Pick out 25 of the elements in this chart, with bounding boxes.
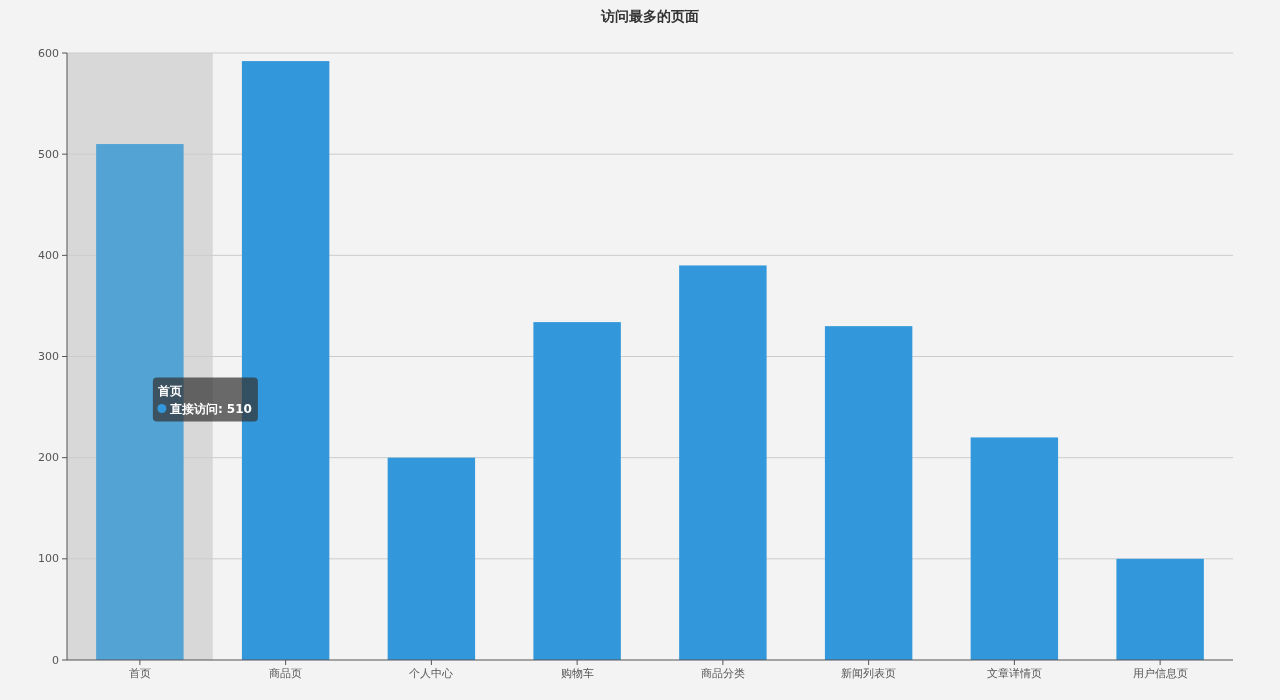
chart-title: 访问最多的页面 [600, 8, 699, 24]
bar [1116, 558, 1204, 660]
x-tick-label: 新闻列表页 [841, 666, 897, 680]
y-tick-label: 300 [38, 350, 59, 363]
annotation: 首页 [156, 383, 182, 398]
x-tick-label: 购物车 [560, 666, 594, 680]
bar [824, 326, 913, 660]
bar [533, 322, 621, 660]
y-tick-label: 100 [38, 552, 59, 566]
x-tick-label: 首页 [128, 666, 151, 680]
x-tick-label: 用户信息页 [1132, 666, 1188, 680]
annotation: 直接访问: 510 [168, 401, 252, 416]
bar [387, 457, 476, 660]
bar [679, 265, 767, 660]
tooltip: 首页 直接访问: 510 [152, 377, 258, 422]
x-tick-label: 文章详情页 [986, 666, 1042, 680]
x-tick-label: 商品页 [269, 666, 303, 680]
y-tick-label: 600 [38, 46, 59, 60]
bar [970, 437, 1059, 660]
y-tick-label: 0 [52, 653, 59, 667]
x-tick-label: 个人中心 [409, 666, 454, 680]
y-tick-label: 500 [38, 147, 59, 161]
x-tick-label: 商品分类 [700, 666, 745, 680]
y-tick-label: 400 [38, 248, 59, 262]
y-tick-label: 200 [38, 451, 59, 465]
